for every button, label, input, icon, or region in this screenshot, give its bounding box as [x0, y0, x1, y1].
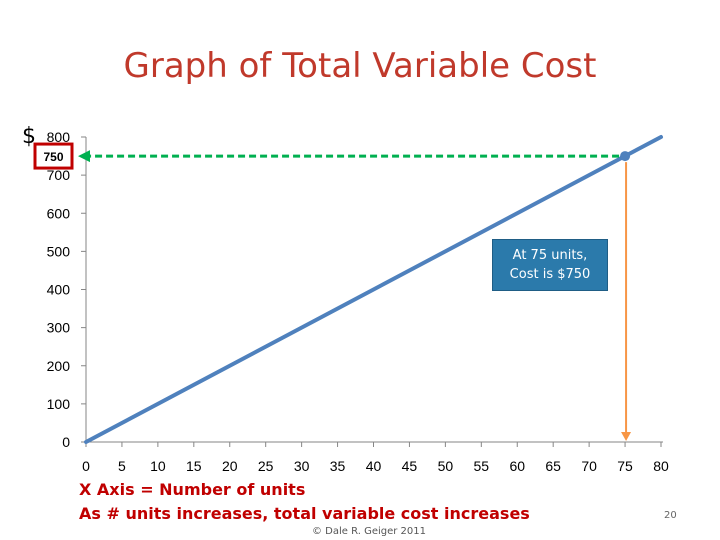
- y-tick-label: 600: [47, 205, 71, 221]
- x-tick-label: 50: [438, 458, 454, 474]
- copyright-text: © Dale R. Geiger 2011: [312, 526, 426, 537]
- x-tick-label: 20: [222, 458, 238, 474]
- x-tick-label: 75: [617, 458, 633, 474]
- callout-line-1: At 75 units,: [512, 248, 588, 263]
- callout-line-2: Cost is $750: [509, 267, 591, 282]
- slide-title: Graph of Total Variable Cost: [123, 46, 597, 86]
- x-tick-label: 70: [581, 458, 597, 474]
- y-tick-label: 200: [47, 358, 71, 374]
- chart-series: [84, 135, 663, 444]
- highlight-value-box: [33, 142, 74, 170]
- vertical-guide-arrowhead: [621, 432, 632, 441]
- x-tick-label: 30: [294, 458, 310, 474]
- y-tick-label: 0: [62, 434, 70, 450]
- x-tick-label: 15: [186, 458, 202, 474]
- callout-box: At 75 units, Cost is $750: [492, 239, 608, 291]
- x-tick-label: 0: [82, 458, 90, 474]
- y-tick-label: 800: [47, 129, 71, 145]
- highlight-value-label: 750: [43, 150, 63, 164]
- x-tick-label: 10: [150, 458, 166, 474]
- y-axis-currency-symbol: $: [22, 124, 36, 149]
- y-tick-label: 700: [47, 167, 71, 183]
- x-tick-label: 35: [330, 458, 346, 474]
- highlight-point-marker: [620, 151, 631, 162]
- x-tick-label: 5: [118, 458, 126, 474]
- y-tick-label: 500: [47, 243, 71, 259]
- total-variable-cost-line: [84, 135, 663, 444]
- y-tick-label: 300: [47, 320, 71, 336]
- x-tick-label: 40: [366, 458, 382, 474]
- horizontal-guide-arrowhead: [78, 150, 90, 163]
- y-tick-label: 100: [47, 396, 71, 412]
- chart-ticks: 0 100 200 300 400 500 600 700 800 0 5 10 15 20 25 30 35 4…: [47, 129, 669, 474]
- chart-guides: 750: [33, 142, 632, 441]
- x-tick-label: 65: [545, 458, 561, 474]
- x-tick-label: 80: [653, 458, 669, 474]
- x-tick-label: 60: [509, 458, 525, 474]
- x-axis-note: X Axis = Number of units: [79, 480, 306, 499]
- x-tick-label: 25: [258, 458, 274, 474]
- page-number: 20: [664, 510, 677, 521]
- x-tick-label: 55: [474, 458, 490, 474]
- increase-note: As # units increases, total variable cos…: [79, 504, 530, 523]
- y-tick-label: 400: [47, 282, 71, 298]
- x-tick-label: 45: [402, 458, 418, 474]
